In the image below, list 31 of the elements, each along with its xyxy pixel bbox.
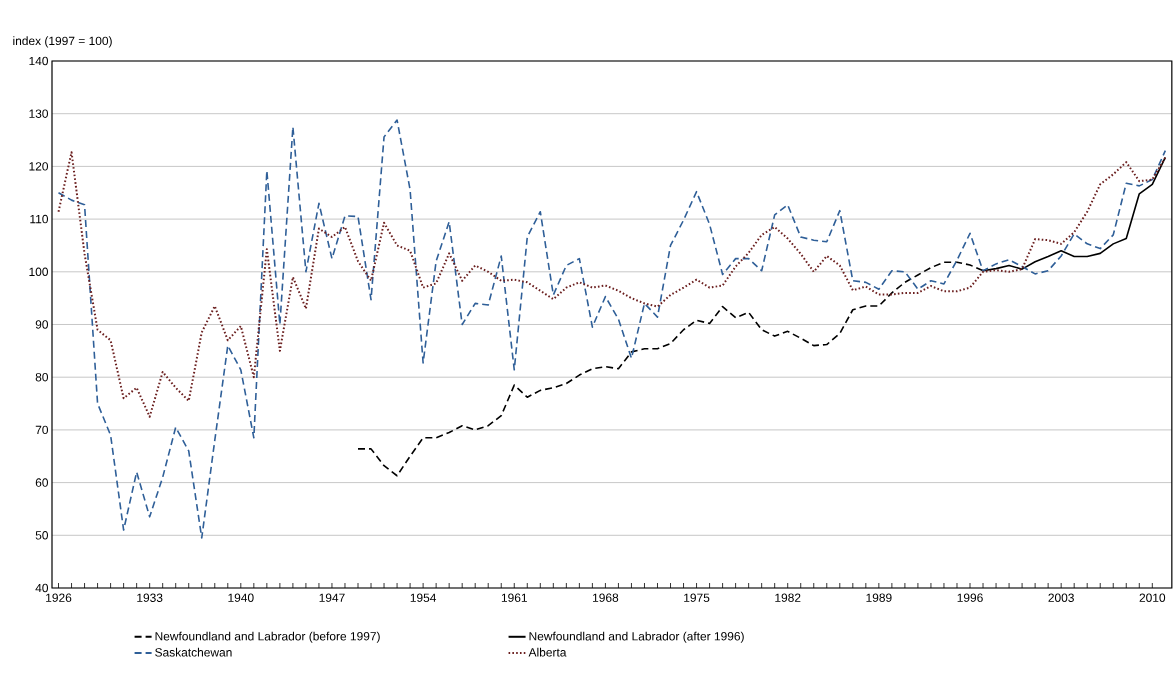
x-tick-label: 1940 — [228, 593, 254, 602]
legend-label: Newfoundland and Labrador (before 1997) — [155, 631, 380, 643]
y-tick-label: 40 — [35, 583, 49, 593]
x-tick-label: 2010 — [1139, 593, 1166, 602]
x-tick-label: 1968 — [593, 593, 619, 602]
y-axis-title: index (1997 = 100) — [13, 36, 112, 48]
x-tick-label: 1961 — [501, 593, 527, 602]
legend-label: Saskatchewan — [155, 647, 232, 657]
y-tick-label: 60 — [35, 478, 49, 487]
x-tick-label: 1947 — [319, 593, 345, 602]
y-tick-label: 90 — [35, 320, 49, 329]
y-tick-label: 110 — [30, 214, 49, 224]
y-tick-label: 70 — [35, 425, 49, 435]
legend-label: Alberta — [528, 647, 567, 657]
x-tick-label: 1954 — [410, 593, 437, 602]
y-tick-label: 130 — [29, 109, 49, 118]
y-tick-label: 100 — [29, 267, 49, 277]
y-tick-label: 50 — [35, 531, 49, 540]
line-series — [57, 151, 1167, 418]
x-tick-label: 1989 — [866, 593, 892, 602]
line-series — [57, 119, 1167, 539]
legend-label: Newfoundland and Labrador (after 1996) — [529, 631, 744, 643]
x-tick-label: 1996 — [957, 593, 983, 602]
y-tick-label: 120 — [29, 162, 49, 171]
x-tick-label: 1926 — [46, 593, 72, 602]
x-tick-label: 2003 — [1048, 593, 1074, 602]
x-tick-label: 1933 — [137, 593, 163, 602]
y-tick-label: 80 — [35, 372, 49, 382]
y-tick-label: 140 — [29, 56, 49, 66]
x-tick-label: 1982 — [775, 593, 801, 602]
x-tick-label: 1975 — [684, 593, 710, 602]
